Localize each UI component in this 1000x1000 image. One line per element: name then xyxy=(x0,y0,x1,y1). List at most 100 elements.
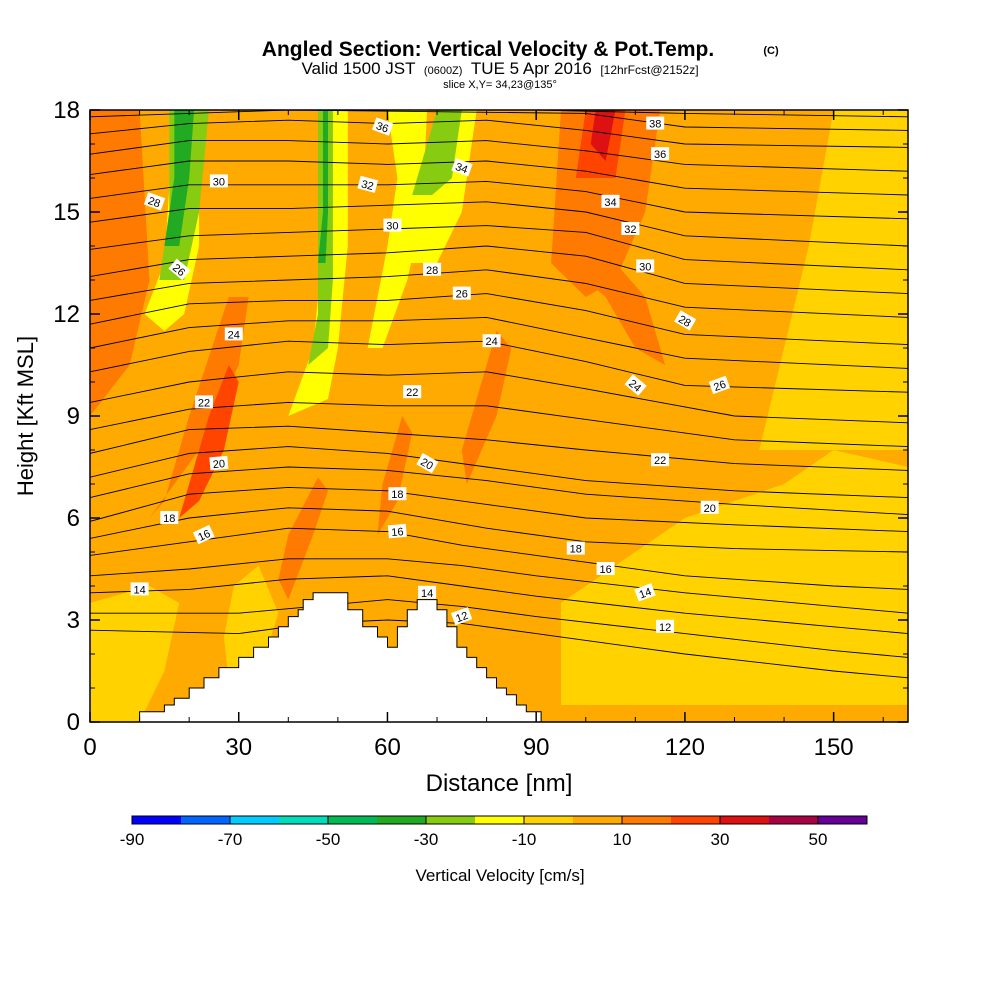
velocity-region-2 xyxy=(759,110,908,450)
contour-label-26: 26 xyxy=(708,375,731,395)
velocity-region-7 xyxy=(278,477,328,600)
y-tick-label: 6 xyxy=(67,505,80,532)
colorbar-swatch-14 xyxy=(818,816,868,824)
velocity-region-9 xyxy=(461,331,512,484)
contour-label-bg xyxy=(451,158,473,177)
contour-label-bg xyxy=(621,222,640,235)
contour-label-bg xyxy=(403,385,422,399)
colorbar-swatch-4 xyxy=(328,816,378,824)
contour-label-text: 26 xyxy=(712,379,728,394)
colorbar-tick-label: 10 xyxy=(613,830,632,849)
contour-label-18: 18 xyxy=(566,541,585,556)
contour-label-bg xyxy=(195,395,213,409)
x-tick-label: 60 xyxy=(374,734,401,761)
contour-label-text: 30 xyxy=(386,221,398,233)
contour-label-bg xyxy=(566,541,585,555)
contour-label-18: 18 xyxy=(388,487,407,501)
contour-label-34: 34 xyxy=(451,158,473,177)
contour-label-bg xyxy=(224,327,243,341)
contour-label-text: 20 xyxy=(704,503,716,515)
contour-label-36: 36 xyxy=(651,147,670,161)
contour-label-bg xyxy=(452,286,471,300)
contour-label-bg xyxy=(624,374,647,396)
contour-label-20: 20 xyxy=(416,453,439,474)
theta-contour-28 xyxy=(90,245,908,295)
chart-title-unit: (C) xyxy=(763,45,779,57)
contour-label-bg xyxy=(383,218,402,232)
theta-contour-21 xyxy=(90,425,908,471)
contour-label-16: 16 xyxy=(387,523,407,539)
contour-label-28: 28 xyxy=(143,192,166,211)
velocity-region-3 xyxy=(90,586,180,722)
contour-label-32: 32 xyxy=(357,175,379,193)
contour-label-28: 28 xyxy=(674,310,697,331)
contour-label-text: 34 xyxy=(454,161,470,176)
velocity-region-12 xyxy=(179,365,239,518)
theta-contour-26 xyxy=(90,293,908,346)
forecast-info: [12hrFcst@2152z] xyxy=(600,63,698,77)
colorbar-tick-label: -70 xyxy=(218,830,243,849)
contour-label-text: 20 xyxy=(418,456,435,473)
contour-label-text: 28 xyxy=(426,265,438,277)
contour-label-bg xyxy=(192,524,215,545)
x-tick-label: 120 xyxy=(665,734,705,761)
colorbar-swatch-13 xyxy=(769,816,819,824)
theta-contour-29 xyxy=(90,225,908,271)
colorbar-tick-label: -30 xyxy=(414,830,439,849)
contour-label-22: 22 xyxy=(195,395,213,409)
valid-time-line: Valid 1500 JST (0600Z) TUE 5 Apr 2016 [1… xyxy=(301,59,698,78)
contour-label-bg xyxy=(601,194,620,208)
contour-label-bg xyxy=(388,487,407,501)
colorbar-swatch-9 xyxy=(573,816,623,824)
contour-label-text: 22 xyxy=(198,397,210,409)
contour-label-text: 18 xyxy=(570,544,582,556)
x-tick-label: 90 xyxy=(523,734,550,761)
colorbar-tick-label: 50 xyxy=(809,830,828,849)
contour-label-text: 22 xyxy=(654,455,666,467)
colorbar-swatch-3 xyxy=(279,816,329,824)
contour-label-bg xyxy=(418,585,437,599)
velocity-region-23 xyxy=(318,110,328,263)
contour-label-text: 36 xyxy=(654,149,666,161)
contour-label-20: 20 xyxy=(209,455,229,471)
contour-label-36: 36 xyxy=(371,117,394,136)
contour-label-text: 20 xyxy=(212,458,225,471)
theta-contour-12 xyxy=(90,619,908,679)
contour-label-text: 38 xyxy=(649,119,661,131)
theta-contour-31 xyxy=(90,180,908,220)
contour-label-text: 24 xyxy=(228,329,240,341)
contour-label-bg xyxy=(143,192,166,211)
contour-label-text: 22 xyxy=(406,387,418,399)
contour-label-bg xyxy=(168,258,191,281)
theta-contour-14 xyxy=(90,575,908,635)
contour-label-30: 30 xyxy=(383,218,402,233)
x-tick-label: 150 xyxy=(814,734,854,761)
contour-label-bg xyxy=(416,453,439,474)
colorbar-tick-label: 30 xyxy=(711,830,730,849)
contour-label-26: 26 xyxy=(452,286,471,301)
contour-label-text: 24 xyxy=(485,336,497,348)
colorbar-tick-label: -50 xyxy=(316,830,341,849)
contour-label-bg xyxy=(651,453,670,467)
theta-contour-17 xyxy=(90,507,908,553)
colorbar-swatch-0 xyxy=(132,816,182,824)
contour-label-22: 22 xyxy=(651,453,670,467)
contour-label-text: 28 xyxy=(676,313,693,330)
contour-label-22: 22 xyxy=(403,385,422,399)
contour-label-bg xyxy=(646,116,665,130)
valid-zulu: (0600Z) xyxy=(424,65,463,77)
contour-label-bg xyxy=(634,583,656,602)
terrain-mask xyxy=(90,592,908,722)
colorbar-tick-label: -90 xyxy=(120,830,145,849)
contour-label-text: 14 xyxy=(421,588,433,600)
contour-label-bg xyxy=(596,562,615,575)
colorbar-swatch-7 xyxy=(475,816,525,824)
theta-contour-30 xyxy=(90,201,908,247)
contour-label-30: 30 xyxy=(209,174,228,188)
contour-label-text: 18 xyxy=(391,489,403,501)
contour-label-18: 18 xyxy=(160,511,179,525)
valid-date: TUE 5 Apr 2016 xyxy=(471,59,592,78)
velocity-region-5 xyxy=(90,110,150,416)
contour-label-34: 34 xyxy=(601,194,620,209)
contour-label-bg xyxy=(708,375,731,395)
